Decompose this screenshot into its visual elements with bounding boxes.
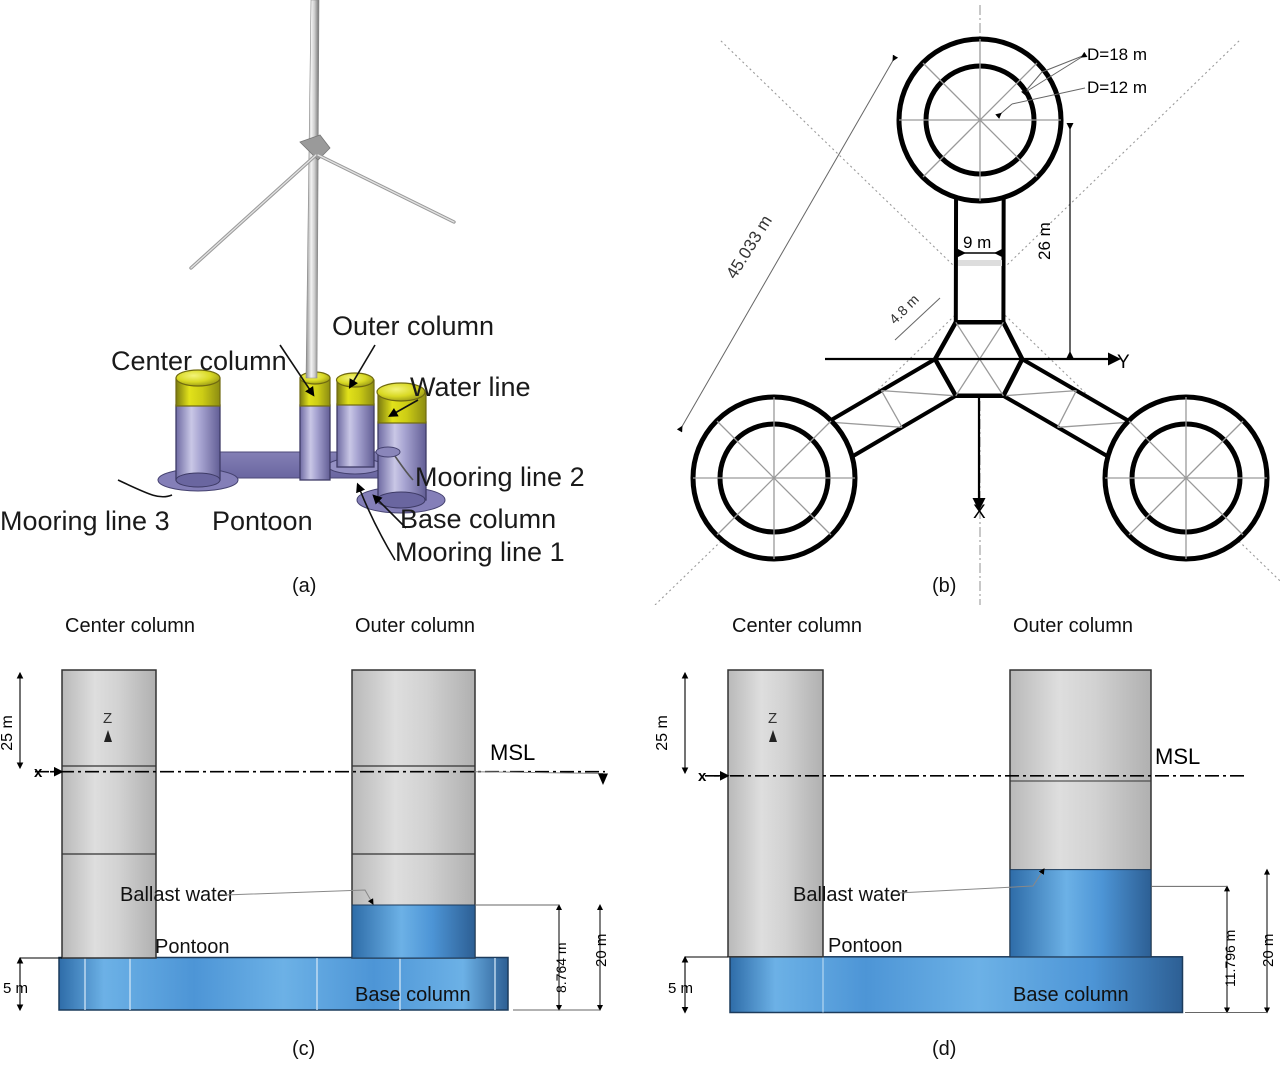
svg-text:Pontoon: Pontoon [828, 935, 903, 957]
svg-text:Mooring line 1: Mooring line 1 [395, 537, 565, 567]
svg-text:Center column: Center column [111, 346, 287, 376]
svg-text:(b): (b) [932, 575, 956, 597]
svg-text:25 m: 25 m [654, 715, 671, 751]
svg-text:Ballast water: Ballast water [793, 884, 908, 906]
svg-text:Outer column: Outer column [1013, 615, 1133, 637]
svg-text:Base column: Base column [355, 984, 471, 1006]
svg-text:(c): (c) [292, 1038, 315, 1060]
svg-text:Center column: Center column [65, 615, 195, 637]
svg-text:11.796 m: 11.796 m [1222, 930, 1238, 987]
svg-text:9 m: 9 m [963, 233, 991, 252]
svg-text:D=18 m: D=18 m [1087, 45, 1147, 64]
svg-text:20 m: 20 m [1260, 934, 1277, 967]
svg-text:45.033 m: 45.033 m [722, 212, 776, 282]
svg-text:x: x [34, 764, 43, 781]
svg-text:Z: Z [768, 710, 777, 727]
svg-text:Mooring line 3: Mooring line 3 [0, 506, 170, 536]
svg-text:4.8 m: 4.8 m [886, 291, 922, 327]
svg-text:Y: Y [1117, 352, 1130, 373]
svg-text:Ballast water: Ballast water [120, 884, 235, 906]
svg-text:Outer column: Outer column [355, 615, 475, 637]
svg-text:Pontoon: Pontoon [212, 506, 313, 536]
svg-text:20 m: 20 m [593, 934, 610, 967]
svg-text:Mooring line 2: Mooring line 2 [415, 462, 585, 492]
svg-text:D=12 m: D=12 m [1087, 78, 1147, 97]
svg-text:5 m: 5 m [668, 980, 693, 997]
svg-text:25 m: 25 m [0, 715, 16, 751]
svg-text:Water line: Water line [410, 372, 531, 402]
svg-text:Outer column: Outer column [332, 311, 494, 341]
svg-text:Base column: Base column [400, 504, 556, 534]
svg-text:(d): (d) [932, 1038, 956, 1060]
svg-text:Base column: Base column [1013, 984, 1129, 1006]
svg-text:MSL: MSL [1155, 744, 1200, 769]
svg-text:8.764 m: 8.764 m [553, 942, 569, 993]
svg-text:Pontoon: Pontoon [155, 936, 230, 958]
svg-text:Z: Z [103, 710, 112, 727]
svg-text:X: X [973, 502, 986, 523]
svg-text:(a): (a) [292, 575, 316, 597]
svg-text:MSL: MSL [490, 740, 535, 765]
svg-text:5 m: 5 m [3, 980, 28, 997]
svg-text:Center column: Center column [732, 615, 862, 637]
svg-text:x: x [698, 768, 707, 785]
svg-text:26 m: 26 m [1035, 222, 1054, 260]
